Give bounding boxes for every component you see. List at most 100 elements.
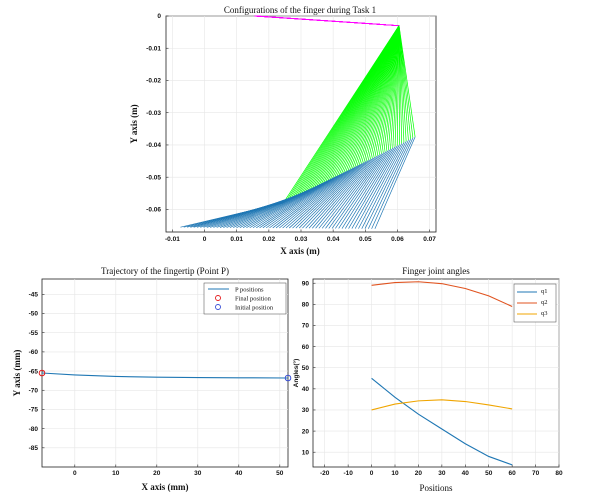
x-axis-label: X axis (mm): [142, 482, 189, 492]
grid: [166, 15, 436, 232]
x-tick-label: 50: [485, 470, 493, 477]
tick-labels: -0.01 0 0.01 0.02 0.03 0.04 0.05 0.06 0.07 0 -0.01…: [146, 13, 436, 243]
link3-line: [354, 143, 403, 229]
y-tick-label: -50: [29, 311, 39, 318]
x-tick-label: 20: [153, 470, 161, 477]
y-tick-label: 50: [302, 365, 310, 372]
link3-line: [282, 167, 353, 229]
link3-line: [351, 144, 400, 229]
x-tick-label: 50: [276, 470, 284, 477]
series: [38, 369, 292, 382]
series-line-q3: [371, 399, 513, 411]
tick-labels: 0 10 20 30 40 50 -45 -50 -55 -60 -65 -70 -75 -80 -85: [29, 292, 284, 477]
link3-line: [364, 140, 409, 229]
finger-links: [180, 15, 416, 229]
link3-line: [315, 156, 376, 229]
link2-line: [387, 25, 400, 151]
link3-line: [348, 145, 398, 229]
y-tick-label: -0.04: [146, 142, 161, 149]
y-tick-label: -0.06: [146, 207, 161, 214]
link3-line: [298, 162, 364, 229]
x-tick-label: 70: [532, 470, 540, 477]
link3-line: [239, 182, 324, 228]
y-tick-label: 20: [302, 428, 310, 435]
link3-line: [269, 172, 344, 229]
link3-line: [308, 159, 371, 229]
x-tick-label: 0.05: [359, 236, 372, 243]
link3-line: [325, 153, 382, 229]
link3-line: [279, 169, 351, 229]
y-tick-label: 30: [302, 407, 310, 414]
link3-line: [265, 173, 342, 229]
series: [371, 281, 513, 466]
chart-title: Configurations of the finger during Task…: [224, 5, 376, 15]
link3-line: [305, 160, 369, 229]
legend-label: Final position: [235, 296, 272, 303]
link2-line: [398, 25, 411, 140]
link1-line: [254, 15, 400, 27]
legend-label: P positions: [235, 287, 264, 294]
legend: q1 q2 q3: [513, 283, 557, 323]
link3-line: [368, 138, 411, 229]
x-tick-label: 40: [462, 470, 470, 477]
link2-line: [390, 25, 400, 150]
link2-line: [398, 25, 403, 144]
y-tick-label: 70: [302, 323, 310, 330]
y-axis-label: Y axis (mm): [12, 350, 22, 397]
legend-label: q1: [541, 288, 548, 295]
y-tick-label: -80: [29, 426, 39, 433]
y-tick-label: -55: [29, 330, 39, 337]
x-tick-label: 0.03: [295, 236, 308, 243]
legend-label: q3: [541, 310, 548, 317]
y-tick-label: -75: [29, 407, 39, 414]
initial-position-marker: [284, 374, 292, 382]
x-tick-label: 10: [112, 470, 120, 477]
y-axis-label: Y axis (m): [129, 104, 139, 143]
y-tick-label: 10: [302, 449, 310, 456]
link2-line: [396, 25, 400, 146]
x-tick-label: 0.06: [391, 236, 404, 243]
link3-line: [246, 180, 329, 229]
x-tick-label: -0.01: [165, 236, 180, 243]
link2-line: [398, 25, 405, 143]
final-position-marker: [38, 369, 46, 377]
x-tick-label: -10: [343, 470, 353, 477]
chart-title: Finger joint angles: [402, 266, 470, 276]
y-tick-label: -65: [29, 368, 39, 375]
link3-line: [331, 151, 387, 229]
x-tick-label: 0.04: [327, 236, 340, 243]
link3-line: [272, 171, 347, 229]
link3-line: [252, 178, 333, 229]
link3-line: [374, 136, 416, 229]
y-tick-label: -85: [29, 445, 39, 452]
link2-line: [392, 25, 400, 149]
x-tick-label: 80: [555, 470, 563, 477]
legend-swatch-marker: [215, 304, 221, 310]
link2-line: [394, 25, 400, 147]
x-tick-label: 0: [370, 470, 374, 477]
y-axis-label: Angles(°): [292, 359, 300, 388]
link3-line: [328, 152, 385, 229]
link3-line: [371, 137, 414, 229]
trajectory-plot: 0 10 20 30 40 50 -45 -50 -55 -60 -65 -70 -75 -80 -85 T…: [12, 266, 292, 492]
series-line: [41, 372, 289, 379]
link3-line: [256, 176, 335, 229]
y-tick-label: -70: [29, 387, 39, 394]
link3-line: [344, 146, 396, 229]
x-axis-label: Positions: [419, 483, 453, 493]
link3-line: [285, 166, 356, 229]
link3-line: [361, 141, 407, 229]
grid: [313, 279, 560, 467]
link3-line: [249, 179, 331, 229]
x-tick-label: 20: [415, 470, 423, 477]
y-tick-label: -0.05: [146, 174, 161, 181]
joint-angles-plot: -20 -10 0 10 20 30 40 50 60 70 80 10 20 30 40 50 60 70 80 9…: [292, 266, 563, 493]
x-tick-label: 30: [438, 470, 446, 477]
y-tick-label: 60: [302, 344, 310, 351]
configurations-plot: -0.01 0 0.01 0.02 0.03 0.04 0.05 0.06 0.07 0 -0.01…: [129, 5, 437, 256]
y-tick-label: -0.03: [146, 110, 161, 117]
link3-line: [312, 157, 373, 229]
x-tick-label: 0.07: [423, 236, 436, 243]
y-tick-label: -0.01: [146, 45, 161, 52]
